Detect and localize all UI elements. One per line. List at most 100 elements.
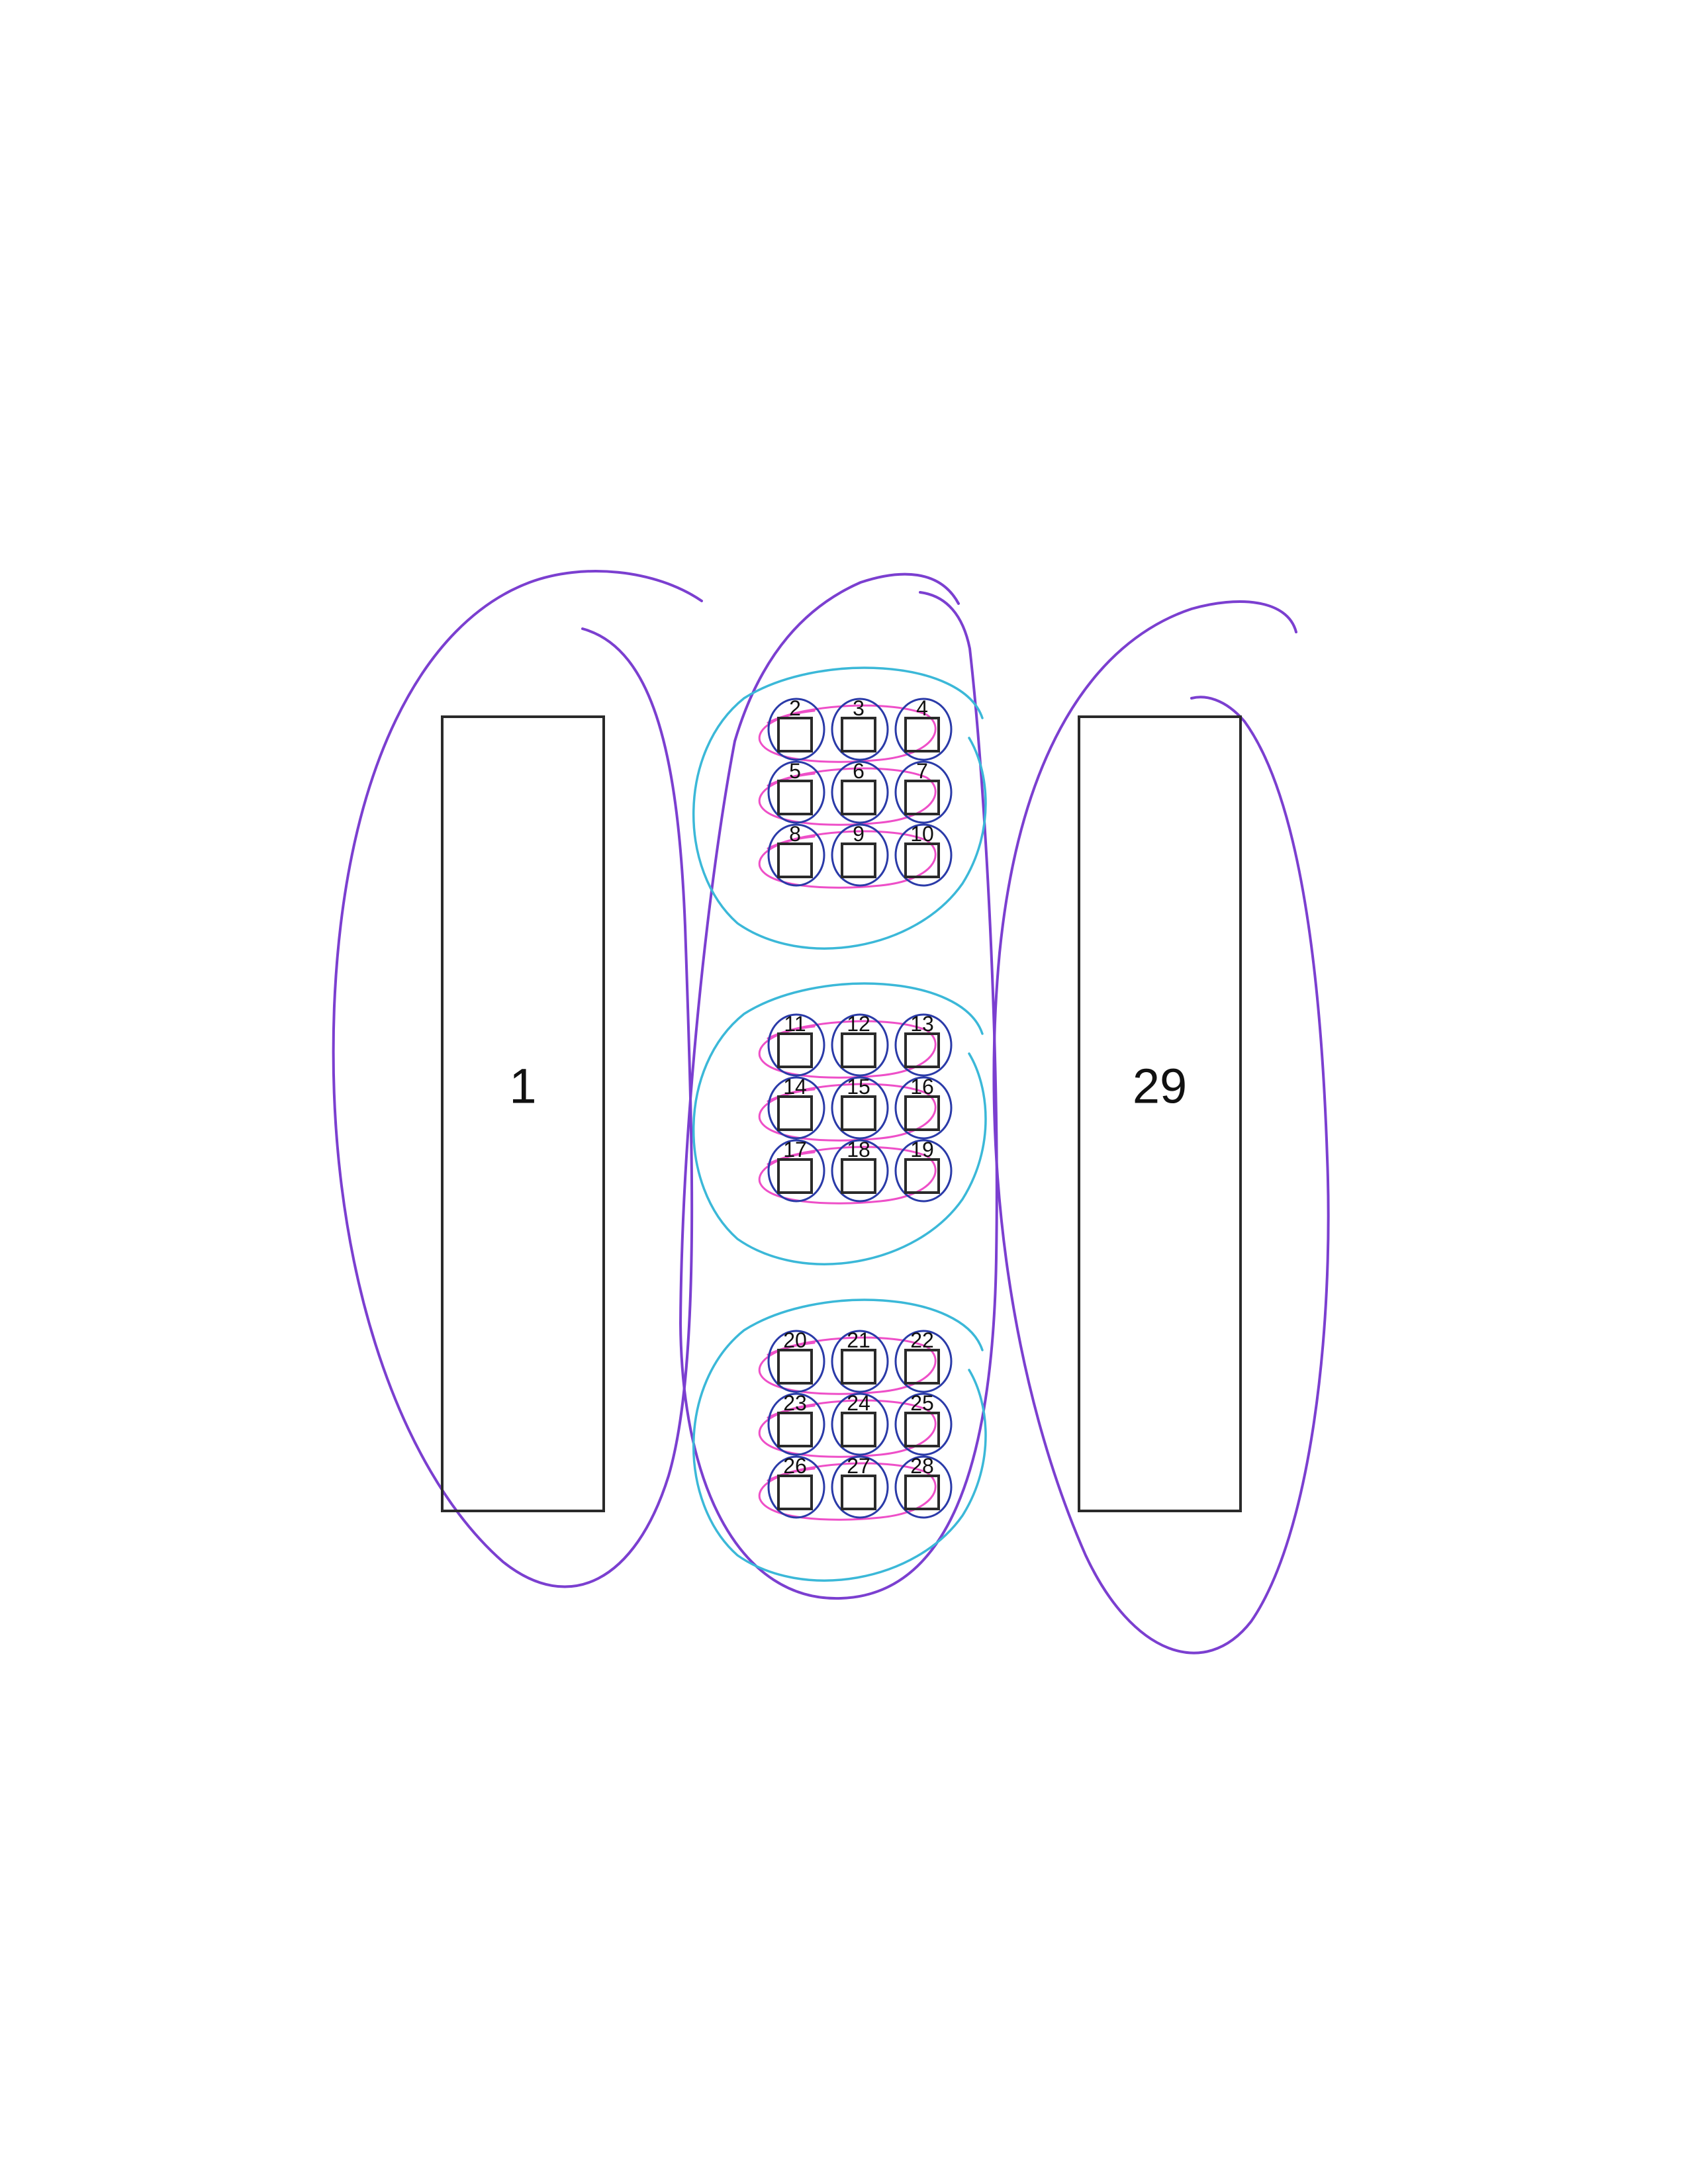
item-loop — [767, 698, 825, 761]
item-loop — [767, 760, 825, 824]
item-loop — [894, 1013, 953, 1077]
outer-loop — [332, 570, 703, 1588]
small-box-label: 20 — [783, 1328, 807, 1352]
item-loop — [894, 1076, 953, 1140]
small-box — [777, 1349, 813, 1385]
small-box-label: 19 — [910, 1138, 934, 1161]
small-box — [841, 1158, 876, 1194]
group-loop — [692, 982, 987, 1265]
small-box-group: 11 12 13 14 15 16 17 18 19 — [777, 1012, 940, 1194]
small-box — [904, 1095, 940, 1131]
row-loop — [758, 1462, 937, 1521]
item-loop — [831, 1139, 889, 1203]
small-box — [777, 1032, 813, 1068]
small-box-label: 6 — [853, 759, 865, 783]
small-box — [841, 1412, 876, 1447]
item-loop — [894, 698, 953, 761]
small-box — [777, 1158, 813, 1194]
small-box-label: 24 — [847, 1391, 870, 1415]
item-loop — [831, 1330, 889, 1393]
row-loops-layer — [758, 704, 937, 1521]
small-box-label: 26 — [783, 1454, 807, 1478]
small-box-group: 20 21 22 23 24 25 26 27 28 — [777, 1328, 940, 1510]
small-box — [777, 780, 813, 815]
small-box — [777, 1412, 813, 1447]
item-loop — [894, 1330, 953, 1393]
small-box — [904, 1032, 940, 1068]
small-box-label: 4 — [916, 696, 928, 720]
row-loop — [758, 1336, 937, 1395]
item-loop — [894, 1455, 953, 1519]
row-loop — [758, 1083, 937, 1142]
small-box-label: 25 — [910, 1391, 934, 1415]
small-box — [904, 1475, 940, 1510]
large-box-label: 29 — [1133, 1059, 1187, 1114]
small-box-group: 2 3 4 5 6 7 8 9 10 — [777, 696, 940, 878]
small-box — [904, 1349, 940, 1385]
outer-loops-layer — [332, 570, 1330, 1655]
outer-loop — [992, 600, 1330, 1655]
small-box-label: 16 — [910, 1075, 934, 1099]
item-loop — [831, 1392, 889, 1456]
small-box — [777, 842, 813, 878]
item-loop — [767, 1392, 825, 1456]
small-box-label: 7 — [916, 759, 928, 783]
group-loop — [692, 666, 987, 950]
item-loop — [831, 1076, 889, 1140]
small-box-label: 23 — [783, 1391, 807, 1415]
small-box-label: 28 — [910, 1454, 934, 1478]
small-box — [841, 1032, 876, 1068]
small-box-label: 27 — [847, 1454, 870, 1478]
item-loop — [831, 1455, 889, 1519]
small-box-label: 3 — [853, 696, 865, 720]
small-box-label: 22 — [910, 1328, 934, 1352]
small-box — [777, 1475, 813, 1510]
small-box — [841, 1349, 876, 1385]
small-box — [841, 717, 876, 752]
small-box-label: 10 — [910, 822, 934, 846]
small-box — [841, 1095, 876, 1131]
group-loop — [692, 1298, 987, 1582]
group-loops-layer — [692, 666, 987, 1582]
small-box — [904, 780, 940, 815]
large-box-left: 1 — [441, 715, 605, 1512]
small-box — [841, 780, 876, 815]
small-box — [841, 842, 876, 878]
item-loop — [831, 698, 889, 761]
outer-loop — [679, 572, 998, 1600]
row-loop — [758, 704, 937, 763]
small-box-label: 8 — [789, 822, 801, 846]
item-loop — [894, 1392, 953, 1456]
row-loop — [758, 1020, 937, 1079]
row-loop — [758, 1146, 937, 1205]
item-loops-layer — [767, 698, 953, 1519]
item-loop — [767, 1076, 825, 1140]
item-loop — [831, 1013, 889, 1077]
small-box-label: 9 — [853, 822, 865, 846]
small-box-label: 15 — [847, 1075, 870, 1099]
item-loop — [831, 760, 889, 824]
item-loop — [831, 823, 889, 887]
row-loop — [758, 767, 937, 826]
small-box — [904, 1158, 940, 1194]
small-box-label: 2 — [789, 696, 801, 720]
item-loop — [767, 1330, 825, 1393]
small-box-label: 21 — [847, 1328, 870, 1352]
small-box-label: 11 — [784, 1012, 806, 1036]
item-loop — [894, 823, 953, 887]
small-box — [904, 717, 940, 752]
small-box — [904, 1412, 940, 1447]
small-box-label: 14 — [783, 1075, 807, 1099]
small-box-label: 17 — [783, 1138, 807, 1161]
item-loop — [767, 1455, 825, 1519]
item-loop — [894, 760, 953, 824]
small-box — [777, 717, 813, 752]
small-box — [904, 842, 940, 878]
small-box — [841, 1475, 876, 1510]
row-loop — [758, 1399, 937, 1458]
small-box — [777, 1095, 813, 1131]
item-loop — [767, 1013, 825, 1077]
large-box-right: 29 — [1078, 715, 1242, 1512]
